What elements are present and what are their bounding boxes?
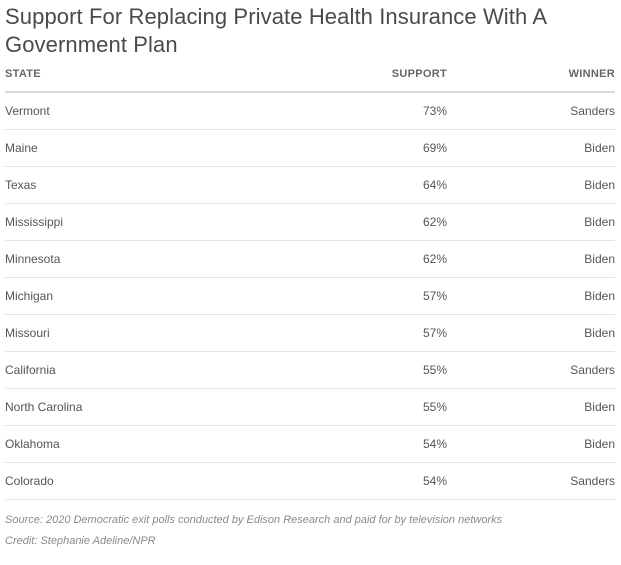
column-header-state: STATE (5, 68, 41, 80)
table-body: Vermont 73% Sanders Maine 69% Biden Texas 64% Bi… (5, 93, 615, 500)
table-row: North Carolina 55% Biden (5, 389, 615, 426)
cell-winner: Biden (584, 326, 615, 340)
table-row: Texas 64% Biden (5, 167, 615, 204)
cell-support: 57% (422, 289, 447, 303)
cell-winner: Biden (584, 141, 615, 155)
cell-winner: Sanders (570, 474, 615, 488)
cell-support: 73% (422, 104, 447, 118)
table-row: Michigan 57% Biden (5, 278, 615, 315)
cell-state: Vermont (5, 104, 50, 118)
cell-support: 55% (422, 400, 447, 414)
cell-support: 62% (422, 215, 447, 229)
cell-winner: Biden (584, 252, 615, 266)
cell-support: 57% (422, 326, 447, 340)
cell-state: Mississippi (5, 215, 64, 229)
cell-winner: Sanders (570, 363, 615, 377)
cell-state: Texas (5, 178, 37, 192)
column-header-support: SUPPORT (391, 68, 447, 80)
column-header-winner: WINNER (568, 68, 615, 80)
cell-support: 54% (422, 474, 447, 488)
source-note: Source: 2020 Democratic exit polls condu… (5, 514, 503, 526)
cell-support: 69% (422, 141, 447, 155)
table-row: Missouri 57% Biden (5, 315, 615, 352)
table-row: Vermont 73% Sanders (5, 93, 615, 130)
data-table: STATE SUPPORT WINNER Vermont 73% Sanders Ma… (5, 62, 615, 500)
cell-support: 64% (422, 178, 447, 192)
cell-state: Michigan (5, 289, 54, 303)
table-row: Mississippi 62% Biden (5, 204, 615, 241)
cell-winner: Biden (584, 289, 615, 303)
table-row: Colorado 54% Sanders (5, 463, 615, 500)
cell-state: Oklahoma (5, 437, 60, 451)
cell-winner: Biden (584, 215, 615, 229)
table-row: Oklahoma 54% Biden (5, 426, 615, 463)
table-row: Minnesota 62% Biden (5, 241, 615, 278)
cell-state: Colorado (5, 474, 54, 488)
table-row: California 55% Sanders (5, 352, 615, 389)
cell-winner: Sanders (570, 104, 615, 118)
cell-state: California (5, 363, 56, 377)
table-header: STATE SUPPORT WINNER (5, 62, 615, 93)
table-row: Maine 69% Biden (5, 130, 615, 167)
cell-winner: Biden (584, 400, 615, 414)
cell-state: Maine (5, 141, 38, 155)
cell-winner: Biden (584, 437, 615, 451)
cell-state: Missouri (5, 326, 50, 340)
cell-support: 55% (422, 363, 447, 377)
cell-state: Minnesota (5, 252, 61, 266)
credit-note: Credit: Stephanie Adeline/NPR (5, 535, 156, 547)
chart-title: Support For Replacing Private Health Ins… (5, 4, 546, 57)
cell-state: North Carolina (5, 400, 83, 414)
cell-support: 62% (422, 252, 447, 266)
cell-support: 54% (422, 437, 447, 451)
cell-winner: Biden (584, 178, 615, 192)
